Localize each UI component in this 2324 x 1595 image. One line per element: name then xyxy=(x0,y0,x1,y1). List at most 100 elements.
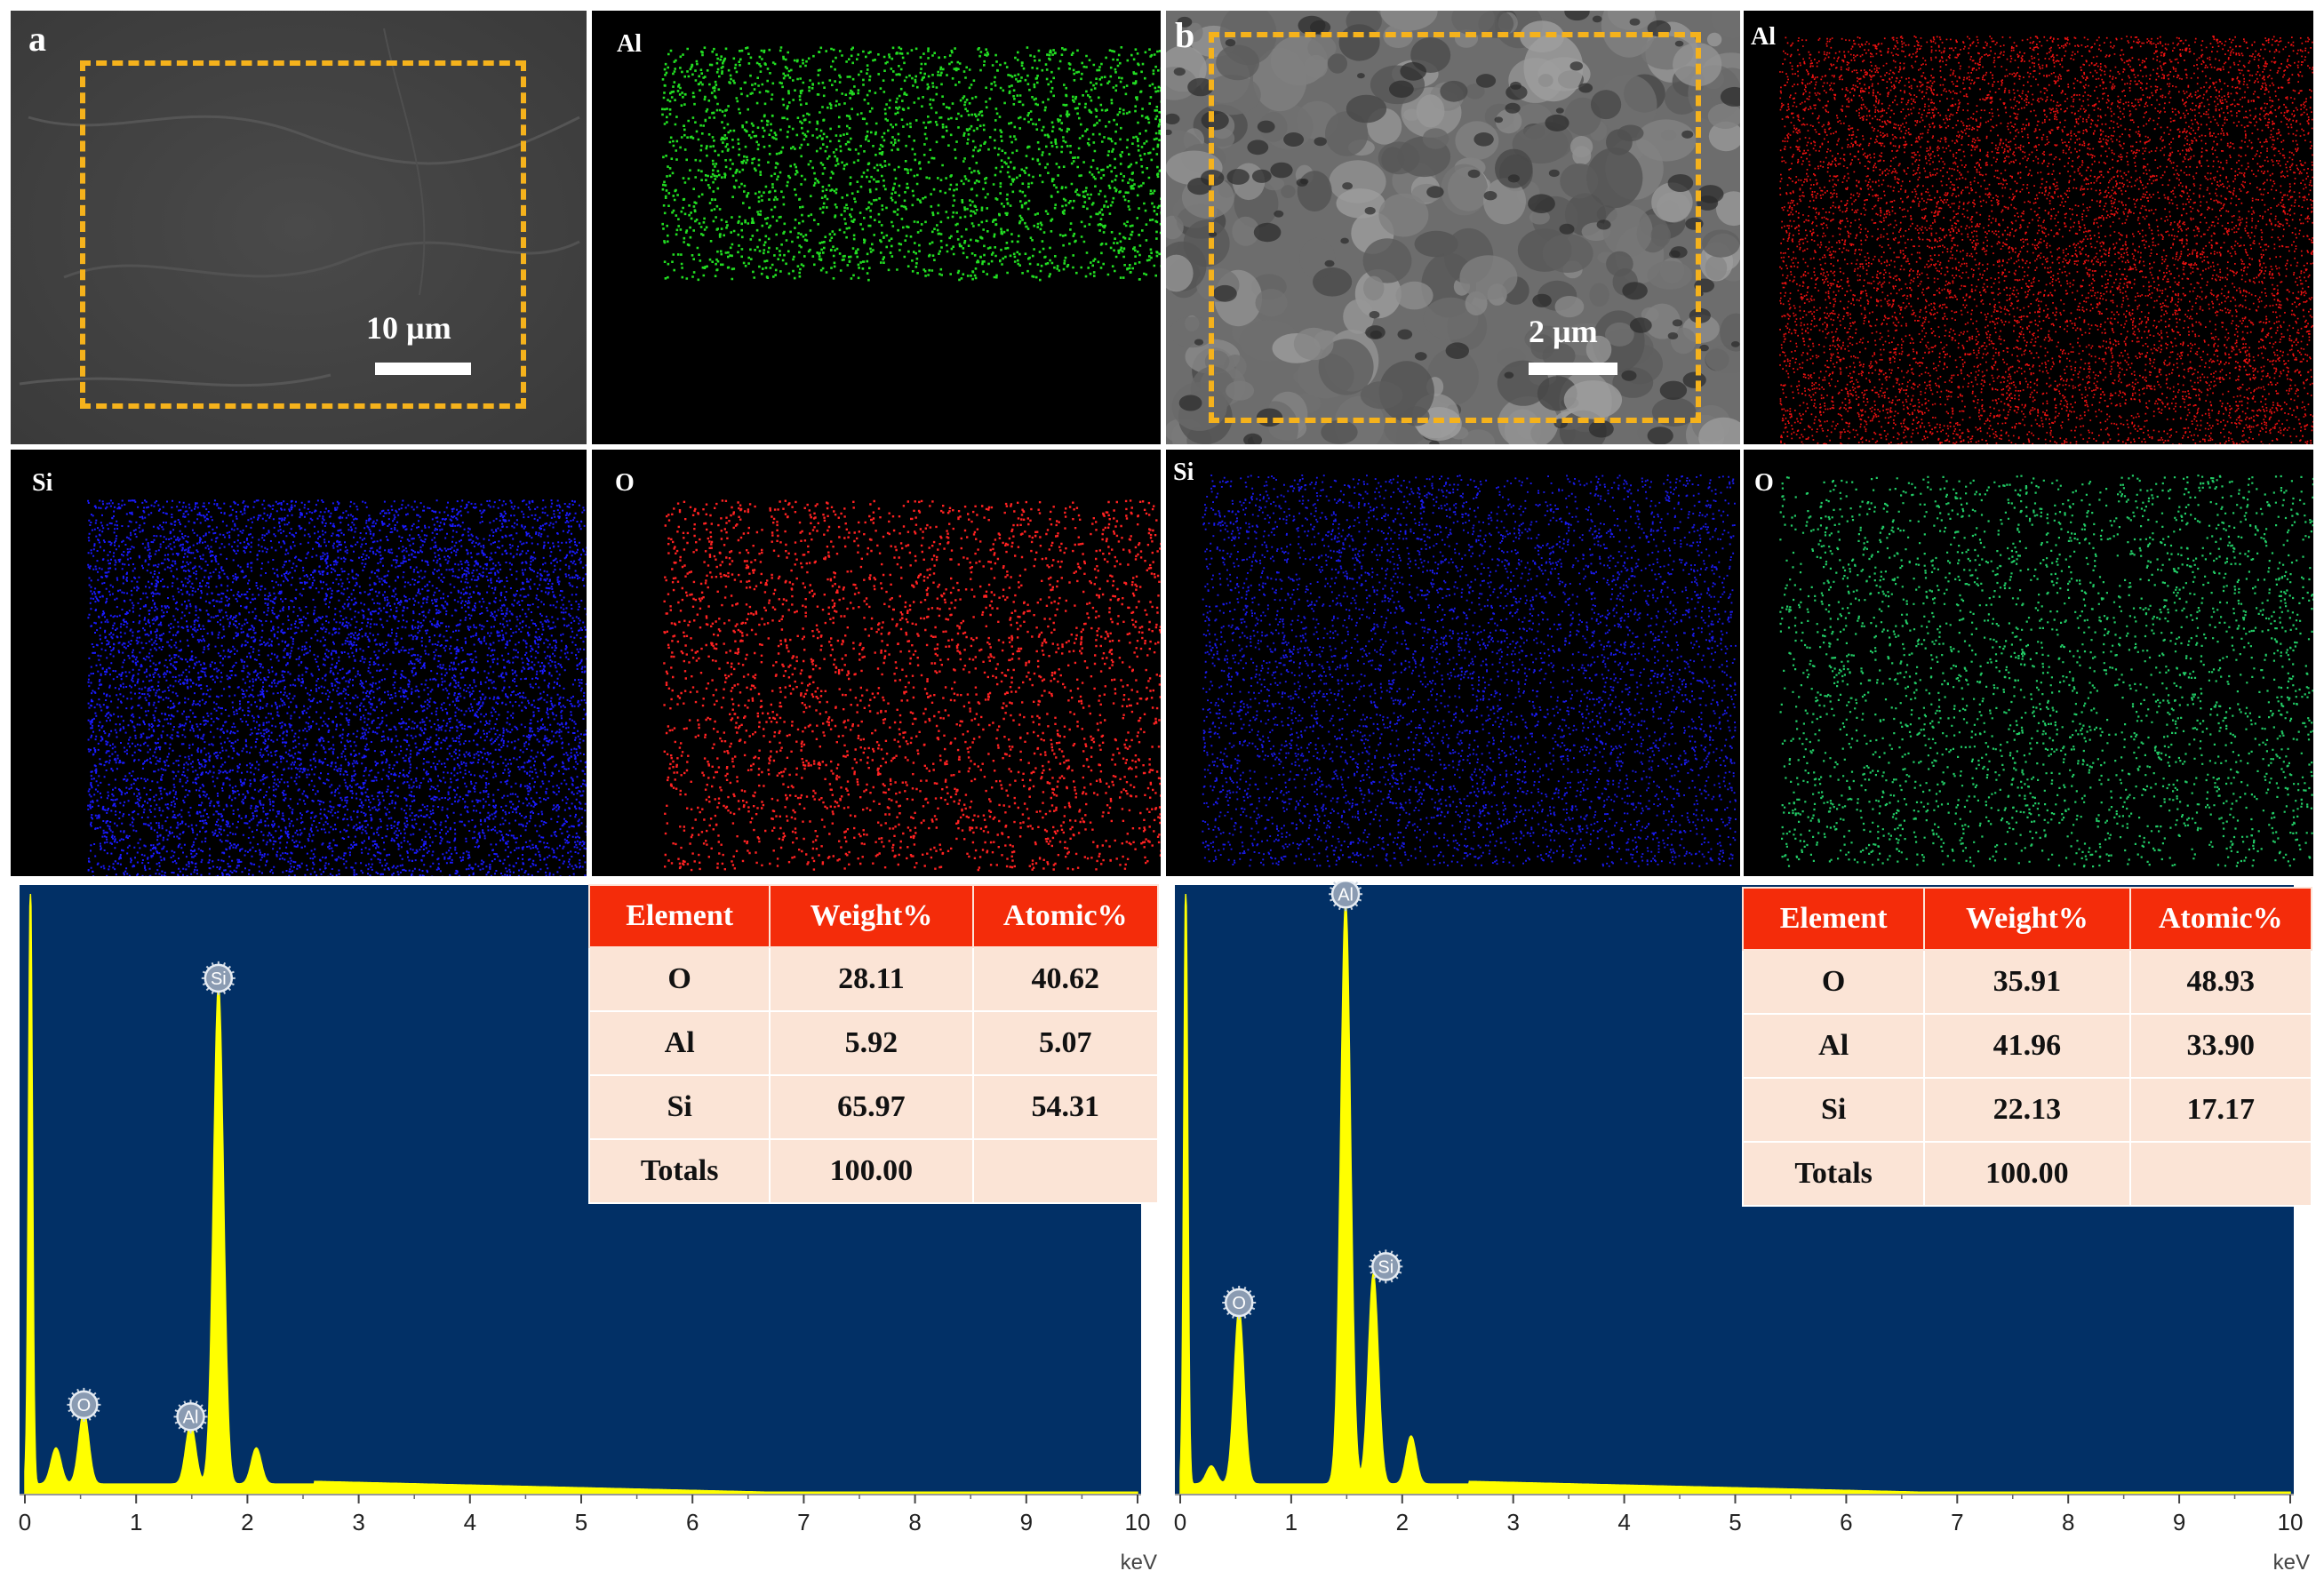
table-row: Si 65.97 54.31 xyxy=(587,1074,1160,1140)
x-tick-label: 4 xyxy=(464,1509,476,1535)
map-label-o-a: O xyxy=(615,469,635,497)
element-dots xyxy=(1202,475,1737,867)
peak-label-o: O xyxy=(67,1387,101,1422)
scale-bar-b xyxy=(1529,363,1617,375)
x-tick-label: 8 xyxy=(2062,1509,2074,1535)
cell-weight: 5.92 xyxy=(769,1010,974,1076)
header-element: Element xyxy=(1741,887,1926,951)
table-row: Si 22.13 17.17 xyxy=(1741,1077,2313,1143)
roi-box-b xyxy=(1209,32,1701,423)
cell-atomic xyxy=(971,1138,1160,1204)
dot-cloud xyxy=(1202,475,1737,867)
peak-label-text: Al xyxy=(183,1408,199,1427)
roi-box-a xyxy=(80,60,526,409)
cell-atomic: 40.62 xyxy=(971,946,1160,1012)
map-al-b: Al xyxy=(1744,11,2313,444)
scale-bar-a xyxy=(375,363,471,375)
dot-cloud xyxy=(1779,475,2313,868)
element-dots xyxy=(663,499,1161,872)
x-tick-label: 4 xyxy=(1617,1509,1630,1535)
x-axis: 0 1 2 3 4 5 6 7 8 9 10 keV xyxy=(1174,1494,2310,1575)
dots-o-b xyxy=(1779,475,2313,868)
x-axis-label: keV xyxy=(1121,1551,1157,1575)
x-tick-label: 5 xyxy=(1729,1509,1741,1535)
x-tick-label: 9 xyxy=(2173,1509,2185,1535)
x-tick-label: 10 xyxy=(2278,1509,2304,1535)
header-weight: Weight% xyxy=(769,884,974,948)
cell-weight: 65.97 xyxy=(769,1074,974,1140)
cell-weight: 28.11 xyxy=(769,946,974,1012)
cell-element: O xyxy=(1741,949,1926,1015)
dot-cloud xyxy=(663,499,1161,872)
x-tick-label: 1 xyxy=(130,1509,142,1535)
element-dots xyxy=(1779,475,2313,868)
x-tick-label: 2 xyxy=(241,1509,253,1535)
x-tick-label: 3 xyxy=(352,1509,364,1535)
map-si-a: Si xyxy=(11,450,587,876)
map-si-b: Si xyxy=(1166,450,1740,876)
sem-texture-b xyxy=(1166,11,1740,444)
dots-al-b xyxy=(1779,36,2313,444)
peak-label-text: Si xyxy=(211,969,227,989)
cell-weight: 41.96 xyxy=(1923,1013,2131,1079)
cell-atomic: 54.31 xyxy=(971,1074,1160,1140)
map-label-al-b: Al xyxy=(1751,23,1776,51)
peak-label-o: O xyxy=(1222,1285,1257,1320)
element-dots xyxy=(1779,36,2313,444)
table-row: O 35.91 48.93 xyxy=(1741,949,2313,1015)
dot-cloud xyxy=(1779,36,2313,444)
panel-label-a: a xyxy=(28,19,46,59)
x-tick-label: 7 xyxy=(1951,1509,1963,1535)
cell-element: Al xyxy=(587,1010,771,1076)
cell-element: Si xyxy=(587,1074,771,1140)
panel-label-b: b xyxy=(1175,15,1195,55)
peak-label-al: Al xyxy=(1329,881,1363,912)
cell-element: Totals xyxy=(587,1138,771,1204)
header-element: Element xyxy=(587,884,771,948)
peak-label-al: Al xyxy=(173,1400,208,1434)
x-tick-label: 5 xyxy=(575,1509,587,1535)
peak-label-text: Al xyxy=(1338,885,1354,905)
header-atomic: Atomic% xyxy=(971,884,1160,948)
cell-weight: 100.00 xyxy=(1923,1141,2131,1207)
x-tick-label: 2 xyxy=(1396,1509,1409,1535)
peak-label-text: O xyxy=(77,1396,92,1416)
cell-atomic: 17.17 xyxy=(2128,1077,2313,1143)
x-tick-label: 1 xyxy=(1285,1509,1298,1535)
peak-label-si: Si xyxy=(1369,1249,1403,1284)
cell-atomic xyxy=(2128,1141,2313,1207)
cell-element: Totals xyxy=(1741,1141,1926,1207)
scale-bar-label-a: 10 µm xyxy=(366,310,451,346)
dot-cloud xyxy=(661,46,1161,282)
sem-texture-a xyxy=(11,11,587,444)
x-axis: 0 1 2 3 4 5 6 7 8 9 10 keV xyxy=(19,1494,1157,1575)
x-tick-label: 3 xyxy=(1506,1509,1519,1535)
x-tick-label: 7 xyxy=(797,1509,810,1535)
dots-si-a xyxy=(87,499,587,876)
map-label-si-a: Si xyxy=(32,469,53,497)
table-row: Al 41.96 33.90 xyxy=(1741,1013,2313,1079)
cell-weight: 100.00 xyxy=(769,1138,974,1204)
scale-bar-label-b: 2 µm xyxy=(1529,314,1598,349)
map-label-o-b: O xyxy=(1754,469,1774,497)
header-weight: Weight% xyxy=(1923,887,2131,951)
cell-element: Al xyxy=(1741,1013,1926,1079)
cell-weight: 22.13 xyxy=(1923,1077,2131,1143)
cell-atomic: 48.93 xyxy=(2128,949,2313,1015)
table-header-row: Element Weight% Atomic% xyxy=(1741,887,2313,951)
cell-element: Si xyxy=(1741,1077,1926,1143)
spectrum-trace xyxy=(1179,893,2291,1495)
x-tick-label: 9 xyxy=(1020,1509,1033,1535)
map-label-al-a: Al xyxy=(617,30,642,58)
x-tick-label: 0 xyxy=(19,1509,31,1535)
element-dots xyxy=(661,46,1161,282)
map-o-a: O xyxy=(592,450,1161,876)
map-o-b: O xyxy=(1744,450,2313,876)
table-row: Totals 100.00 xyxy=(587,1138,1160,1204)
x-tick-label: 6 xyxy=(686,1509,699,1535)
cell-atomic: 33.90 xyxy=(2128,1013,2313,1079)
x-tick-label: 0 xyxy=(1174,1509,1186,1535)
dots-o-a xyxy=(663,499,1161,872)
cell-atomic: 5.07 xyxy=(971,1010,1160,1076)
sem-image-a: a 10 µm xyxy=(11,11,587,444)
